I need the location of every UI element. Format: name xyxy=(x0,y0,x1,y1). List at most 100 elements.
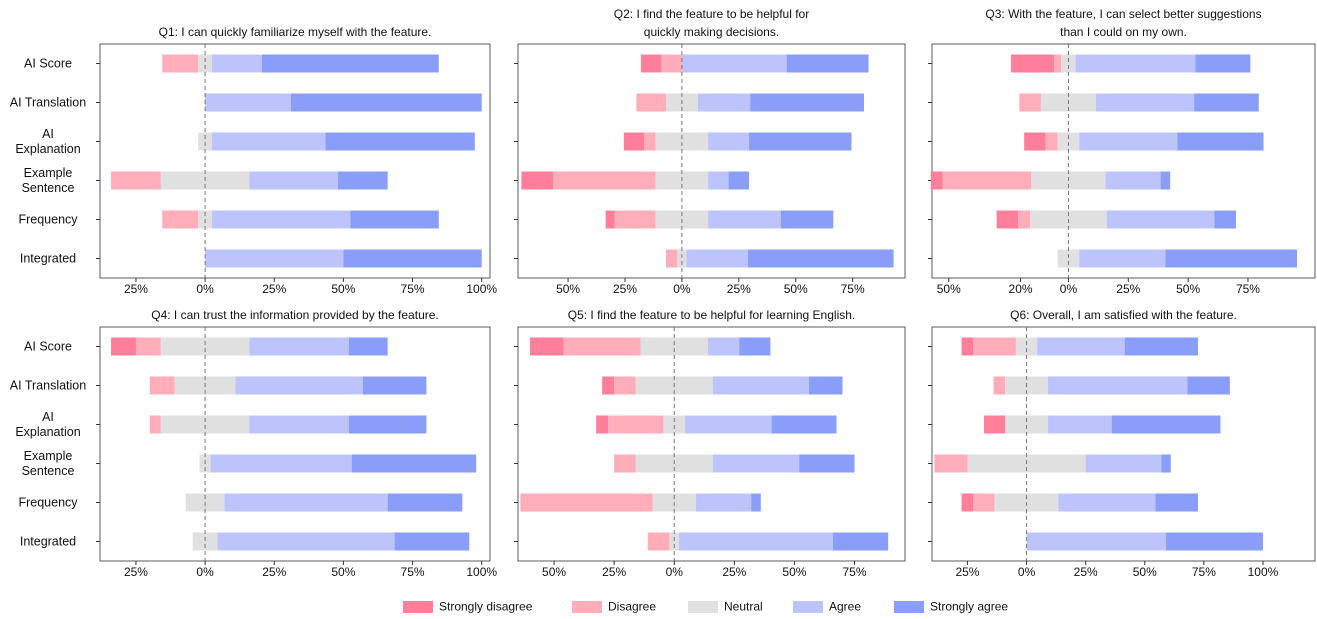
x-tick-label: 75% xyxy=(841,282,865,296)
bar-segment xyxy=(663,415,686,434)
bar-segment xyxy=(686,249,748,268)
bar-segment xyxy=(1045,132,1058,151)
legend-swatch xyxy=(572,601,602,613)
bar-segment xyxy=(212,210,351,229)
bar-segment xyxy=(351,454,477,473)
bar-segment xyxy=(1124,337,1198,356)
x-tick-label: 25% xyxy=(602,565,626,579)
x-tick-label: 50% xyxy=(937,282,961,296)
bar-segment xyxy=(708,210,781,229)
bar-segment xyxy=(605,210,615,229)
panel-title: Q1: I can quickly familiarize myself wit… xyxy=(159,25,432,39)
bar-segment xyxy=(160,415,250,434)
bar-segment xyxy=(1057,249,1080,268)
bar-segment xyxy=(934,454,968,473)
bar-segment xyxy=(614,210,656,229)
x-tick-label: 25% xyxy=(262,565,286,579)
bar-segment xyxy=(614,454,636,473)
bar-segment xyxy=(712,376,809,395)
bar-segment xyxy=(1018,210,1031,229)
bar-segment xyxy=(521,171,554,190)
bar-segment xyxy=(1195,54,1251,73)
bar-segment xyxy=(961,337,974,356)
bar-segment xyxy=(614,376,636,395)
category-label: AI Score xyxy=(24,339,72,353)
x-tick-label: 50% xyxy=(331,565,355,579)
bar-segment xyxy=(198,132,213,151)
panel-title: Q4: I can trust the information provided… xyxy=(151,308,439,322)
bar-segment xyxy=(1155,493,1198,512)
bar-segment xyxy=(1024,132,1046,151)
bar-segment xyxy=(780,210,834,229)
x-tick-label: 75% xyxy=(1192,565,1216,579)
bar-segment xyxy=(1160,171,1171,190)
bar-segment xyxy=(973,493,995,512)
category-label: AI Explanation xyxy=(15,126,81,156)
bar-segment xyxy=(249,337,349,356)
bar-segment xyxy=(993,376,1006,395)
bar-segment xyxy=(224,493,388,512)
bar-segment xyxy=(1079,132,1178,151)
bar-segment xyxy=(1054,54,1062,73)
bar-segment xyxy=(1019,93,1041,112)
category-label: AI Score xyxy=(24,56,72,70)
bar-segment xyxy=(665,249,678,268)
panel-title: quickly making decisions. xyxy=(644,25,779,39)
bar-segment xyxy=(563,337,641,356)
bar-segment xyxy=(1010,54,1055,73)
bar-segment xyxy=(1047,415,1112,434)
legend-swatch xyxy=(403,601,433,613)
bar-segment xyxy=(623,132,645,151)
plot-frame xyxy=(931,326,1316,562)
x-tick-label: 0% xyxy=(196,282,214,296)
x-tick-label: 50% xyxy=(331,282,355,296)
bar-segment xyxy=(608,415,664,434)
x-tick-label: 20% xyxy=(1009,282,1033,296)
bar-segment xyxy=(679,532,833,551)
x-tick-label: 100% xyxy=(466,565,497,579)
bar-segment xyxy=(162,54,199,73)
bar-segment xyxy=(1047,376,1188,395)
bar-segment xyxy=(249,171,338,190)
bar-segment xyxy=(677,249,687,268)
category-label: AI Translation xyxy=(9,378,87,392)
bar-segment xyxy=(984,415,1006,434)
bar-segment xyxy=(708,171,729,190)
bar-segment xyxy=(669,532,680,551)
category-label: Integrated xyxy=(19,251,77,265)
bar-segment xyxy=(149,415,161,434)
bar-segment xyxy=(111,337,136,356)
panel-title: Q3: With the feature, I can select bette… xyxy=(985,7,1261,21)
bar-segment xyxy=(681,54,787,73)
bar-segment xyxy=(1061,54,1076,73)
x-tick-label: 50% xyxy=(1176,282,1200,296)
bar-segment xyxy=(553,171,656,190)
bar-segment xyxy=(348,415,427,434)
category-label: Frequency xyxy=(18,495,78,509)
bar-segment xyxy=(235,376,363,395)
category-label: Example Sentence xyxy=(21,165,75,195)
plot-frame xyxy=(517,326,906,562)
x-tick-label: 25% xyxy=(124,565,148,579)
plot-frame xyxy=(99,43,491,279)
x-tick-label: 50% xyxy=(1133,565,1157,579)
bar-segment xyxy=(747,249,894,268)
bar-segment xyxy=(1079,249,1166,268)
bar-segment xyxy=(1085,454,1162,473)
bar-segment xyxy=(1005,415,1048,434)
legend-swatch xyxy=(793,601,823,613)
bar-segment xyxy=(1015,337,1038,356)
panel-title: than I could on my own. xyxy=(1060,25,1187,39)
bar-segment xyxy=(1106,210,1215,229)
bar-segment xyxy=(661,54,682,73)
category-label: AI Translation xyxy=(9,95,87,109)
bar-segment xyxy=(1177,132,1264,151)
x-tick-label: 25% xyxy=(955,565,979,579)
bar-segment xyxy=(350,210,439,229)
legend-label: Strongly disagree xyxy=(439,600,533,614)
x-tick-label: 75% xyxy=(401,282,425,296)
bar-segment xyxy=(771,415,837,434)
bar-segment xyxy=(394,532,470,551)
category-label: Example Sentence xyxy=(21,448,75,478)
